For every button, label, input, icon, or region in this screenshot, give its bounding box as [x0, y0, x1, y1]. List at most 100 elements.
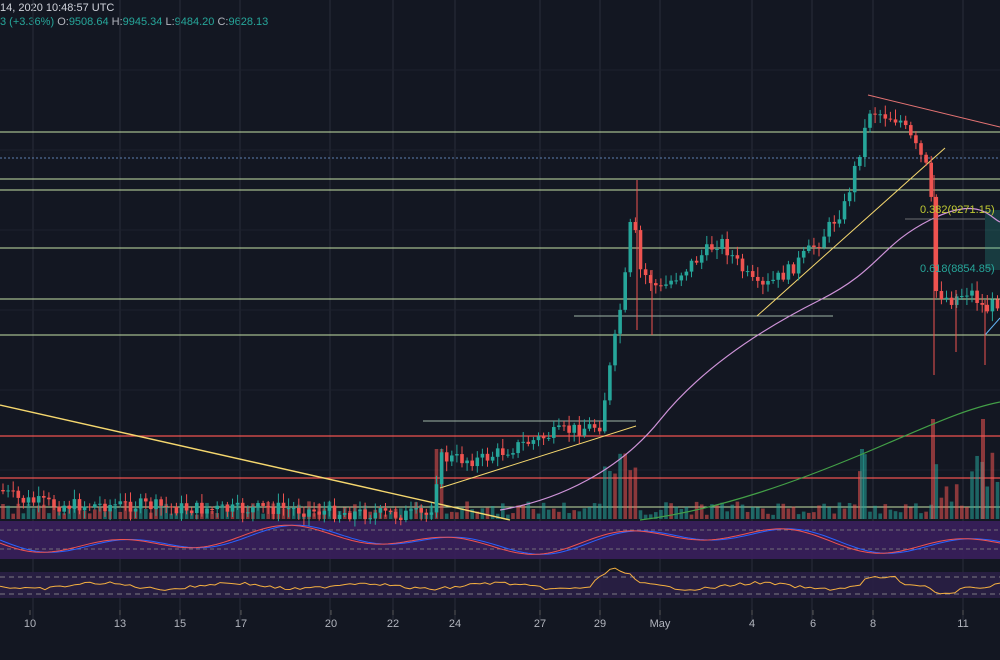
- candle-body: [995, 299, 1000, 309]
- volume-bar: [679, 509, 684, 519]
- candle-body: [903, 120, 908, 126]
- candle-body: [868, 113, 872, 128]
- candle-body: [812, 245, 816, 247]
- volume-bar: [633, 467, 638, 519]
- x-tick-label: 29: [594, 618, 606, 630]
- candle-body: [332, 505, 337, 520]
- high-label: H:: [111, 16, 123, 28]
- candle-body: [531, 440, 536, 444]
- volume-bar: [577, 511, 582, 519]
- volume-bar: [654, 512, 658, 519]
- candle-body: [817, 246, 821, 248]
- uptrend-line: [439, 425, 637, 489]
- candle-body: [863, 127, 867, 158]
- x-tick-label: 24: [449, 618, 461, 630]
- candle-body: [348, 512, 352, 520]
- volume-bar: [669, 503, 673, 519]
- candle-body: [154, 499, 158, 510]
- candle-body: [980, 302, 984, 305]
- candle-body: [1, 490, 5, 492]
- candle-body: [164, 505, 168, 507]
- volume-bar: [730, 504, 735, 519]
- volume-bar: [67, 508, 72, 519]
- volume-bar: [16, 503, 21, 519]
- volume-bar: [490, 505, 495, 519]
- candle-body: [373, 512, 378, 519]
- fib-label: 0.618(8854.85): [920, 263, 995, 275]
- candle-body: [735, 255, 740, 259]
- volume-bar: [954, 484, 959, 519]
- candle-body: [990, 299, 995, 312]
- candle-body: [302, 513, 306, 517]
- volume-bar: [995, 481, 1000, 519]
- volume-bar: [781, 503, 786, 519]
- candle-body: [546, 437, 551, 439]
- candle-body: [98, 503, 102, 505]
- x-tick-label: 20: [325, 618, 337, 630]
- volume-bar: [990, 452, 995, 519]
- candle-body: [87, 506, 92, 508]
- candle-body: [205, 508, 209, 514]
- candle-body: [276, 502, 281, 514]
- candle-body: [934, 196, 939, 292]
- candle-body: [592, 424, 597, 428]
- volume-bar: [842, 508, 847, 519]
- ohlc-values: 3 (+3.36%) O:9508.64 H:9945.34 L:9484.20…: [0, 16, 268, 28]
- volume-bar: [460, 507, 464, 519]
- candle-body: [21, 497, 26, 503]
- candle-body: [133, 508, 138, 512]
- volume-bar: [740, 504, 745, 519]
- ohlc-header: 14, 2020 10:48:57 UTC: [0, 2, 114, 14]
- volume-bar: [970, 471, 974, 519]
- volume-bar: [837, 502, 842, 519]
- candle-body: [725, 239, 729, 256]
- volume-bar: [552, 508, 556, 519]
- candle-body: [791, 264, 796, 274]
- volume-bar: [603, 466, 607, 519]
- volume-bar: [383, 514, 388, 519]
- volume-bar: [388, 511, 393, 519]
- volume-bar: [858, 471, 862, 519]
- candle-body: [766, 281, 770, 285]
- volume-bar: [450, 511, 454, 519]
- candle-body: [235, 502, 240, 505]
- candle-body: [985, 304, 990, 312]
- x-tick-label: 11: [957, 618, 968, 630]
- candle-body: [771, 279, 775, 282]
- volume-bar: [87, 513, 92, 519]
- x-tick-label: 15: [174, 618, 186, 630]
- candle-body: [388, 510, 393, 512]
- volume-bar: [919, 513, 923, 519]
- candle-body: [705, 244, 709, 256]
- volume-bar: [1, 503, 5, 519]
- open-value: 9508.64: [68, 16, 109, 28]
- candle-body: [77, 499, 82, 511]
- volume-bar: [261, 513, 265, 519]
- candle-body: [358, 509, 362, 512]
- candle-body: [189, 510, 194, 514]
- volume-bar: [873, 505, 877, 519]
- fib-zone: [985, 210, 1000, 270]
- candle-body: [832, 221, 837, 224]
- candle-body: [878, 114, 882, 116]
- volume-bar: [807, 512, 811, 519]
- volume-bar: [771, 514, 775, 519]
- volume-bar: [235, 503, 240, 519]
- volume-bar: [817, 505, 821, 519]
- x-tick-label: 8: [870, 618, 876, 630]
- volume-bar: [796, 514, 801, 519]
- candle-body: [465, 460, 469, 464]
- volume-bar: [949, 501, 954, 519]
- volume-bar: [47, 513, 51, 519]
- candle-body: [460, 454, 464, 464]
- candle-body: [225, 504, 230, 512]
- candle-body: [541, 436, 546, 439]
- volume-bar: [26, 503, 31, 519]
- volume-bar: [475, 511, 480, 519]
- candle-body: [577, 424, 582, 436]
- moving-average-slow: [499, 208, 1000, 511]
- volume-bar: [750, 506, 755, 519]
- candle-body: [893, 119, 898, 123]
- candle-body: [837, 219, 842, 224]
